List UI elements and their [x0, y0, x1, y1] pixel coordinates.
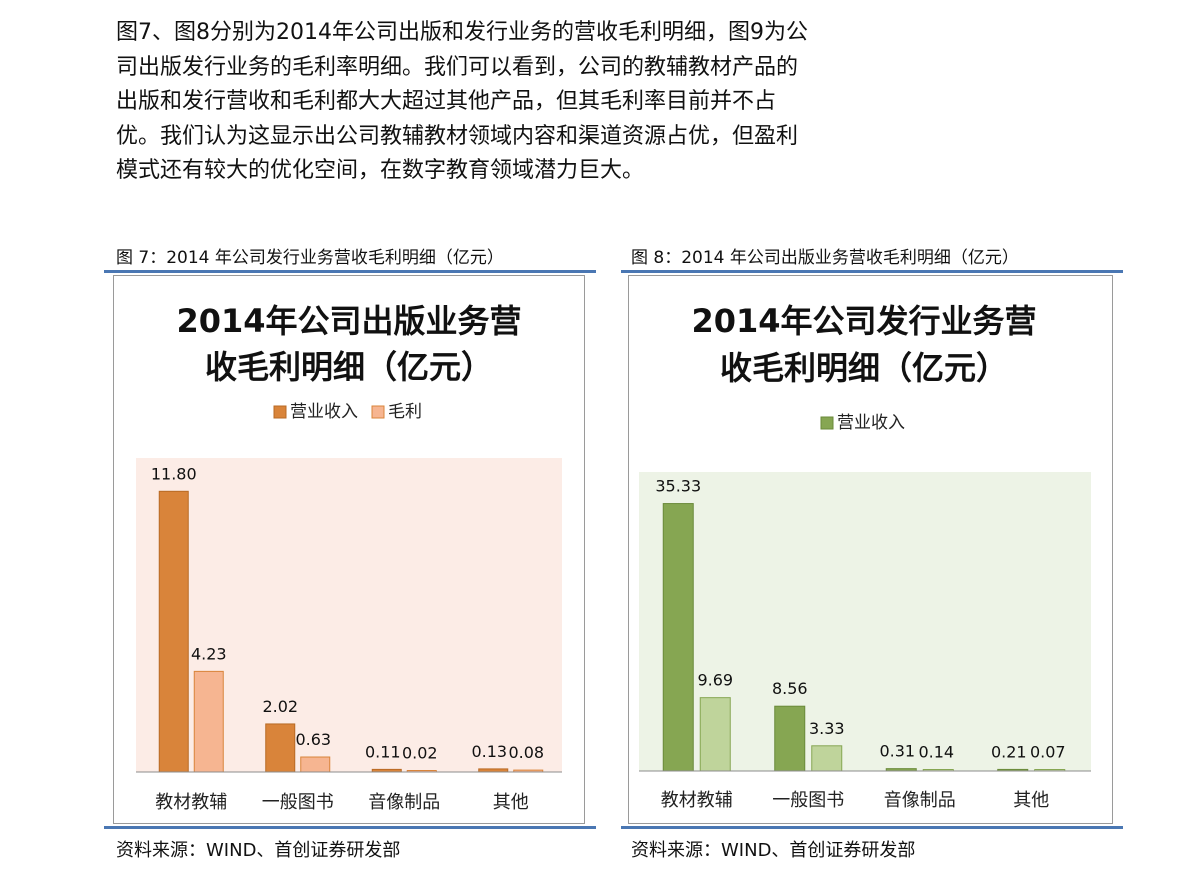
legend-label-2: 毛利: [388, 402, 422, 422]
chart-title-line-2: 收毛利明细（亿元）: [720, 349, 1008, 387]
data-label-s1-1: 35.33: [655, 477, 701, 496]
legend-label-1: 营业收入: [290, 402, 358, 422]
chart-title-line-2: 收毛利明细（亿元）: [205, 348, 493, 386]
data-label-s1-2: 8.56: [772, 679, 808, 698]
legend-swatch-1: [820, 416, 834, 430]
data-label-s1-2: 2.02: [262, 697, 298, 716]
bar-s2-2: [811, 745, 843, 772]
bar-s2-2: [300, 756, 331, 773]
data-label-s2-4: 0.07: [1030, 743, 1066, 762]
data-label-s2-4: 0.08: [508, 743, 544, 762]
data-label-s1-4: 0.13: [471, 742, 507, 761]
source-note-right: 资料来源：WIND、首创证券研发部: [631, 840, 916, 861]
category-label-3: 音像制品: [884, 790, 956, 811]
data-label-s2-3: 0.02: [402, 744, 438, 763]
bar-s1-1: [158, 490, 189, 773]
category-label-1: 教材教辅: [155, 792, 227, 813]
figure7-caption: 图 7：2014 年公司发行业务营收毛利明细（亿元）: [116, 248, 504, 268]
bar-s1-2: [265, 723, 296, 773]
chart-panel-left: 2014年公司出版业务营 收毛利明细（亿元） 营业收入 毛利 11.80 4.23 教材教辅…: [113, 275, 585, 824]
category-label-4: 其他: [1013, 790, 1049, 811]
bar-s1-2: [774, 705, 806, 772]
data-label-s1-1: 11.80: [151, 464, 197, 483]
source-note-left: 资料来源：WIND、首创证券研发部: [116, 840, 401, 861]
data-label-s2-2: 3.33: [809, 719, 845, 738]
category-label-3: 音像制品: [368, 792, 440, 813]
data-label-s2-3: 0.14: [918, 743, 954, 762]
data-label-s1-3: 0.11: [365, 742, 401, 761]
data-label-s2-1: 4.23: [191, 644, 227, 663]
category-label-4: 其他: [493, 792, 529, 813]
source-rule-left: [104, 826, 596, 829]
intro-paragraph: 图7、图8分别为2014年公司出版和发行业务的营收毛利明细，图9为公司出版发行业…: [116, 20, 808, 183]
caption-rule-right: [621, 270, 1123, 273]
caption-rule-left: [104, 270, 596, 273]
bar-s2-1: [699, 697, 731, 772]
source-rule-right: [621, 826, 1123, 829]
data-label-s2-2: 0.63: [295, 730, 331, 749]
chart-title-line-1: 2014年公司发行业务营: [691, 302, 1036, 340]
data-label-s1-4: 0.21: [991, 742, 1027, 761]
bar-s1-1: [662, 503, 694, 772]
category-label-2: 一般图书: [772, 790, 844, 811]
data-label-s2-1: 9.69: [697, 671, 733, 690]
chart-title-line-1: 2014年公司出版业务营: [176, 302, 521, 340]
legend-swatch-1: [273, 405, 287, 419]
figure8-caption: 图 8：2014 年公司出版业务营收毛利明细（亿元）: [631, 248, 1019, 268]
category-label-1: 教材教辅: [661, 790, 733, 811]
legend-swatch-2: [371, 405, 385, 419]
category-label-2: 一般图书: [262, 792, 334, 813]
data-label-s1-3: 0.31: [879, 742, 915, 761]
chart-panel-right: 2014年公司发行业务营 收毛利明细（亿元） 营业收入 35.33 9.69 教材教辅 8.…: [628, 275, 1113, 824]
bar-s2-1: [193, 670, 224, 773]
legend-label-1: 营业收入: [837, 413, 905, 433]
